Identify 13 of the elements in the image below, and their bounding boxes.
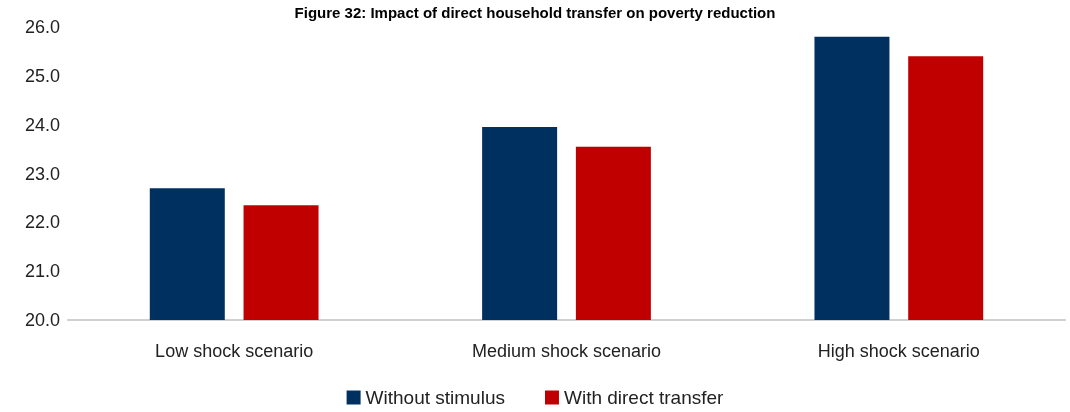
y-tick-label: 20.0 (24, 310, 60, 330)
y-tick-label: 26.0 (24, 17, 60, 37)
y-tick-label: 25.0 (24, 65, 60, 86)
y-tick-label: 24.0 (24, 114, 60, 135)
y-tick-label: 21.0 (24, 261, 60, 282)
chart-title: Figure 32: Impact of direct household transfer on poverty reduction (294, 4, 776, 21)
x-tick-label: Medium shock scenario (471, 341, 662, 361)
y-tick-label: 23.0 (24, 163, 60, 184)
legend-label: With direct transfer (563, 387, 725, 408)
x-tick-label: High shock scenario (817, 341, 980, 361)
legend-label: Without stimulus (365, 387, 505, 408)
x-tick-label: Low shock scenario (155, 341, 314, 361)
y-tick-label: 22.0 (24, 212, 60, 233)
